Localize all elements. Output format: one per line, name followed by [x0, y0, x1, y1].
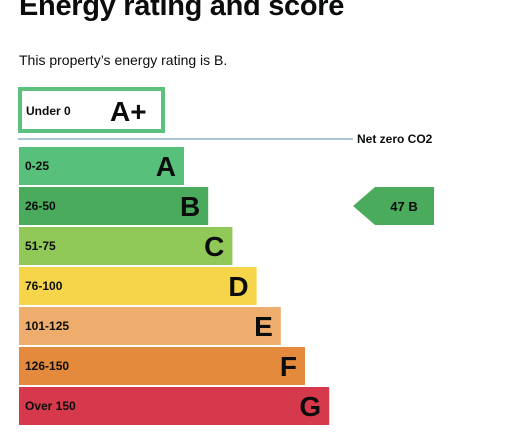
- current-rating-arrow: [353, 187, 434, 225]
- band-a-plus-range: Under 0: [26, 104, 71, 118]
- energy-rating-summary: This property’s energy rating is B.: [19, 52, 228, 68]
- band-g-letter: G: [299, 391, 321, 422]
- band-e-range: 101-125: [25, 319, 69, 333]
- band-g: Over 150 G: [19, 387, 330, 425]
- band-d-letter: D: [228, 271, 248, 302]
- band-e-letter: E: [254, 311, 273, 342]
- band-b-bar: [19, 187, 209, 225]
- band-c-range: 51-75: [25, 239, 56, 253]
- band-f-range: 126-150: [25, 359, 69, 373]
- band-d: 76-100 D: [19, 267, 257, 305]
- current-rating-label: 47 B: [390, 199, 417, 214]
- band-a-range: 0-25: [25, 159, 49, 173]
- band-c-bar: [19, 227, 233, 265]
- band-b-letter: B: [180, 191, 200, 222]
- band-d-range: 76-100: [25, 279, 63, 293]
- band-e-bar: [19, 307, 281, 345]
- band-a: 0-25 A: [19, 147, 184, 185]
- band-c: 51-75 C: [19, 227, 233, 265]
- band-g-bar: [19, 387, 330, 425]
- band-a-plus-letter: A+: [110, 96, 147, 127]
- band-b-range: 26-50: [25, 199, 56, 213]
- band-d-bar: [19, 267, 257, 305]
- page-title: Energy rating and score: [19, 0, 345, 22]
- band-f-letter: F: [280, 351, 297, 382]
- band-a-plus: Under 0 A+: [18, 87, 165, 133]
- net-zero-label: Net zero CO2: [357, 132, 433, 146]
- band-a-letter: A: [156, 151, 176, 182]
- band-f: 126-150 F: [19, 347, 305, 385]
- band-a-plus-box: [18, 87, 165, 133]
- band-b: 26-50 B: [19, 187, 209, 225]
- band-e: 101-125 E: [19, 307, 281, 345]
- band-a-bar: [19, 147, 184, 185]
- current-rating-marker: 47 B: [353, 187, 434, 225]
- band-f-bar: [19, 347, 305, 385]
- band-g-range: Over 150: [25, 399, 76, 413]
- band-c-letter: C: [204, 231, 224, 262]
